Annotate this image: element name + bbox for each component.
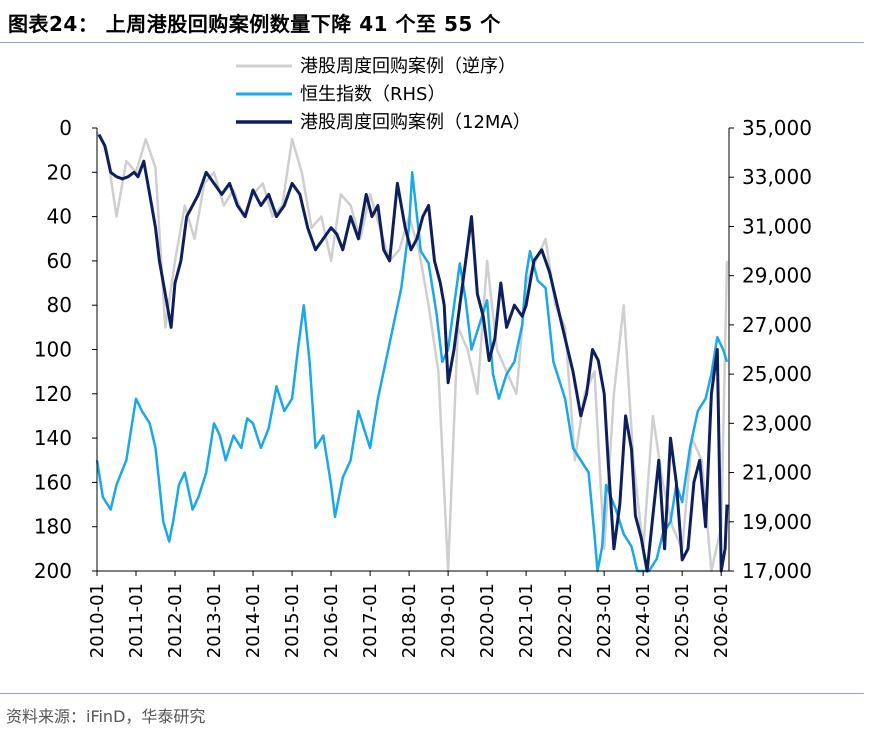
chart-title: 图表24： 上周港股回购案例数量下降 41 个至 55 个 [8,12,501,36]
x-tick-label: 2012-01 [165,583,186,658]
x-tick-label: 2013-01 [204,583,225,658]
left-tick-label: 40 [47,205,72,229]
left-tick-label: 160 [34,470,72,494]
legend-label-3: 港股周度回购案例（12MA） [300,112,531,133]
series-line-1 [95,131,729,573]
left-tick-label: 200 [34,559,72,583]
x-tick-label: 2020-01 [477,583,498,658]
x-tick-label: 2017-01 [360,583,381,658]
series-layer [95,131,729,573]
x-tick-label: 2024-01 [633,583,654,658]
source-note: 资料来源：iFinD，华泰研究 [6,707,206,726]
x-tick-label: 2016-01 [321,583,342,658]
right-tick-label: 19,000 [742,510,812,534]
x-tick-label: 2011-01 [126,583,147,658]
x-tick-label: 2026-01 [711,583,732,658]
left-tick-label: 20 [47,160,72,184]
legend: 港股周度回购案例（逆序） 恒生指数（RHS） 港股周度回购案例（12MA） [236,56,531,133]
right-tick-label: 25,000 [742,362,812,386]
right-tick-label: 31,000 [742,214,812,238]
chart: 港股周度回购案例（逆序） 恒生指数（RHS） 港股周度回购案例（12MA） 0 20 4… [34,56,812,658]
title-divider [0,42,864,43]
x-tick-label: 2018-01 [399,583,420,658]
x-tick-label: 2023-01 [594,583,615,658]
series-line-3 [97,133,729,573]
x-tick-label: 2015-01 [282,583,303,658]
x-tick-label: 2014-01 [243,583,264,658]
series-line-2 [95,171,729,573]
legend-label-1: 港股周度回购案例（逆序） [300,56,516,77]
right-tick-label: 23,000 [742,411,812,435]
left-tick-label: 60 [47,249,72,273]
axes-layer: 0 20 40 60 80 100 120 140 160 180 200 35,000 33,000 3… [34,116,812,658]
right-tick-label: 35,000 [742,116,812,140]
left-tick-label: 180 [34,515,72,539]
x-tick-label: 2019-01 [438,583,459,658]
right-tick-label: 27,000 [742,313,812,337]
x-tick-label: 2022-01 [555,583,576,658]
right-tick-label: 17,000 [742,559,812,583]
legend-label-2: 恒生指数（RHS） [300,84,445,105]
right-tick-label: 21,000 [742,461,812,485]
x-tick-label: 2021-01 [516,583,537,658]
left-tick-label: 80 [47,293,72,317]
right-tick-label: 29,000 [742,264,812,288]
left-tick-label: 120 [34,382,72,406]
source-divider [0,693,864,694]
left-tick-label: 100 [34,338,72,362]
left-tick-label: 0 [59,116,72,140]
x-tick-label: 2010-01 [87,583,108,658]
left-tick-label: 140 [34,426,72,450]
x-tick-label: 2025-01 [672,583,693,658]
right-tick-label: 33,000 [742,165,812,189]
